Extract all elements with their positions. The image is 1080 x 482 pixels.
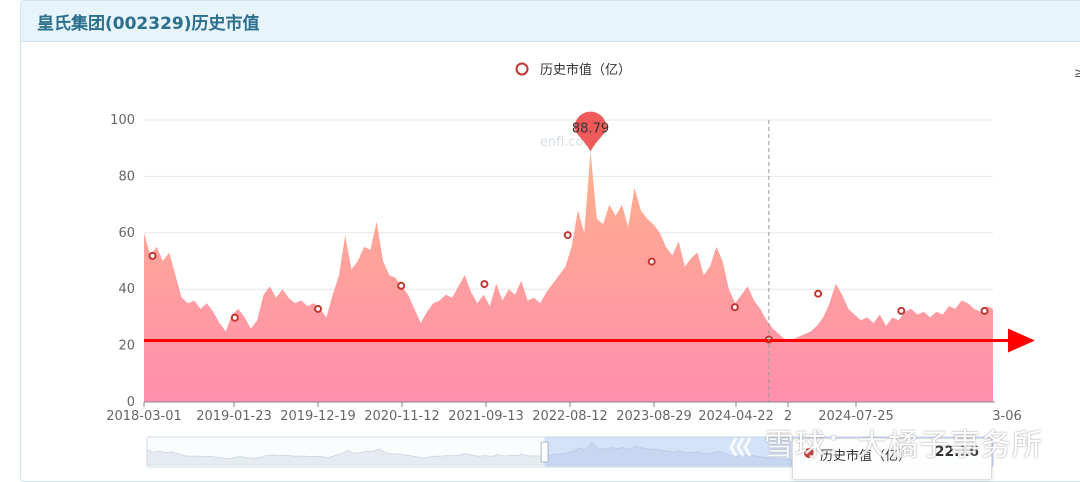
legend-marker-icon — [515, 62, 529, 76]
data-point-marker[interactable] — [480, 280, 489, 289]
toolbox-icon[interactable]: ≥ — [1074, 66, 1080, 81]
zoom-handle[interactable] — [540, 441, 549, 463]
x-tick-label: 2018-03-01 — [106, 409, 182, 424]
x-tick-label: 2024-07-25 — [818, 409, 894, 424]
max-value-pin[interactable]: 88.79 — [572, 111, 609, 152]
y-tick-label: 40 — [118, 282, 135, 297]
legend[interactable]: 历史市值（亿） — [515, 62, 632, 78]
x-tick-label: 3-06 — [992, 409, 1022, 424]
area-series — [144, 151, 993, 402]
data-markers[interactable] — [148, 231, 989, 344]
y-tick-label: 80 — [118, 169, 135, 184]
x-tick-label: 2022-08-12 — [532, 409, 608, 424]
tooltip-series-name: 历史市值（亿） — [820, 449, 912, 464]
pin-label: 88.79 — [572, 122, 609, 137]
data-point-marker[interactable] — [730, 303, 739, 312]
tooltip-dot-icon — [804, 448, 814, 458]
panel-title: 皇氏集团(002329)历史市值 — [37, 13, 260, 34]
y-axis: 0 20 40 60 80 100 — [110, 113, 135, 410]
data-point-marker[interactable] — [647, 257, 656, 266]
y-tick-label: 0 — [127, 395, 135, 410]
data-zoom-slider[interactable] — [146, 436, 994, 468]
data-point-marker[interactable] — [230, 313, 239, 322]
panel-header: 皇氏集团(002329)历史市值 — [21, 1, 1080, 42]
x-axis: 2018-03-01 2019-01-23 2019-12-19 2020-11-12… — [106, 402, 1022, 424]
watermark: 雪球：大橘子事务所 — [728, 420, 1043, 464]
x-tick-label: 2020-11-12 — [364, 409, 440, 424]
snowball-logo-icon — [729, 436, 752, 457]
y-tick-label: 20 — [118, 339, 135, 354]
x-tick-label: 2019-01-23 — [196, 409, 272, 424]
legend-label: 历史市值（亿） — [540, 62, 631, 78]
data-point-marker[interactable] — [397, 281, 406, 290]
x-tick-label: 2 — [784, 409, 792, 424]
watermark-label: 雪球：大橘子事务所 — [764, 428, 1043, 463]
pin-icon — [574, 111, 607, 152]
x-tick-label: 2019-12-19 — [280, 409, 356, 424]
y-tick-label: 100 — [110, 113, 135, 128]
x-tick-label: 2023-08-29 — [616, 409, 692, 424]
x-tick-label: 2021-09-13 — [448, 409, 524, 424]
x-tick-label: 2024-04-22 — [698, 409, 774, 424]
tooltip-value: 22.16 — [934, 444, 979, 460]
data-point-marker[interactable] — [314, 304, 322, 313]
data-point-marker[interactable] — [814, 289, 823, 298]
data-point-marker[interactable] — [897, 306, 906, 315]
data-point-marker[interactable] — [563, 231, 572, 240]
data-point-marker[interactable] — [148, 251, 157, 260]
data-point-marker[interactable] — [980, 306, 989, 315]
y-tick-label: 60 — [118, 226, 135, 241]
